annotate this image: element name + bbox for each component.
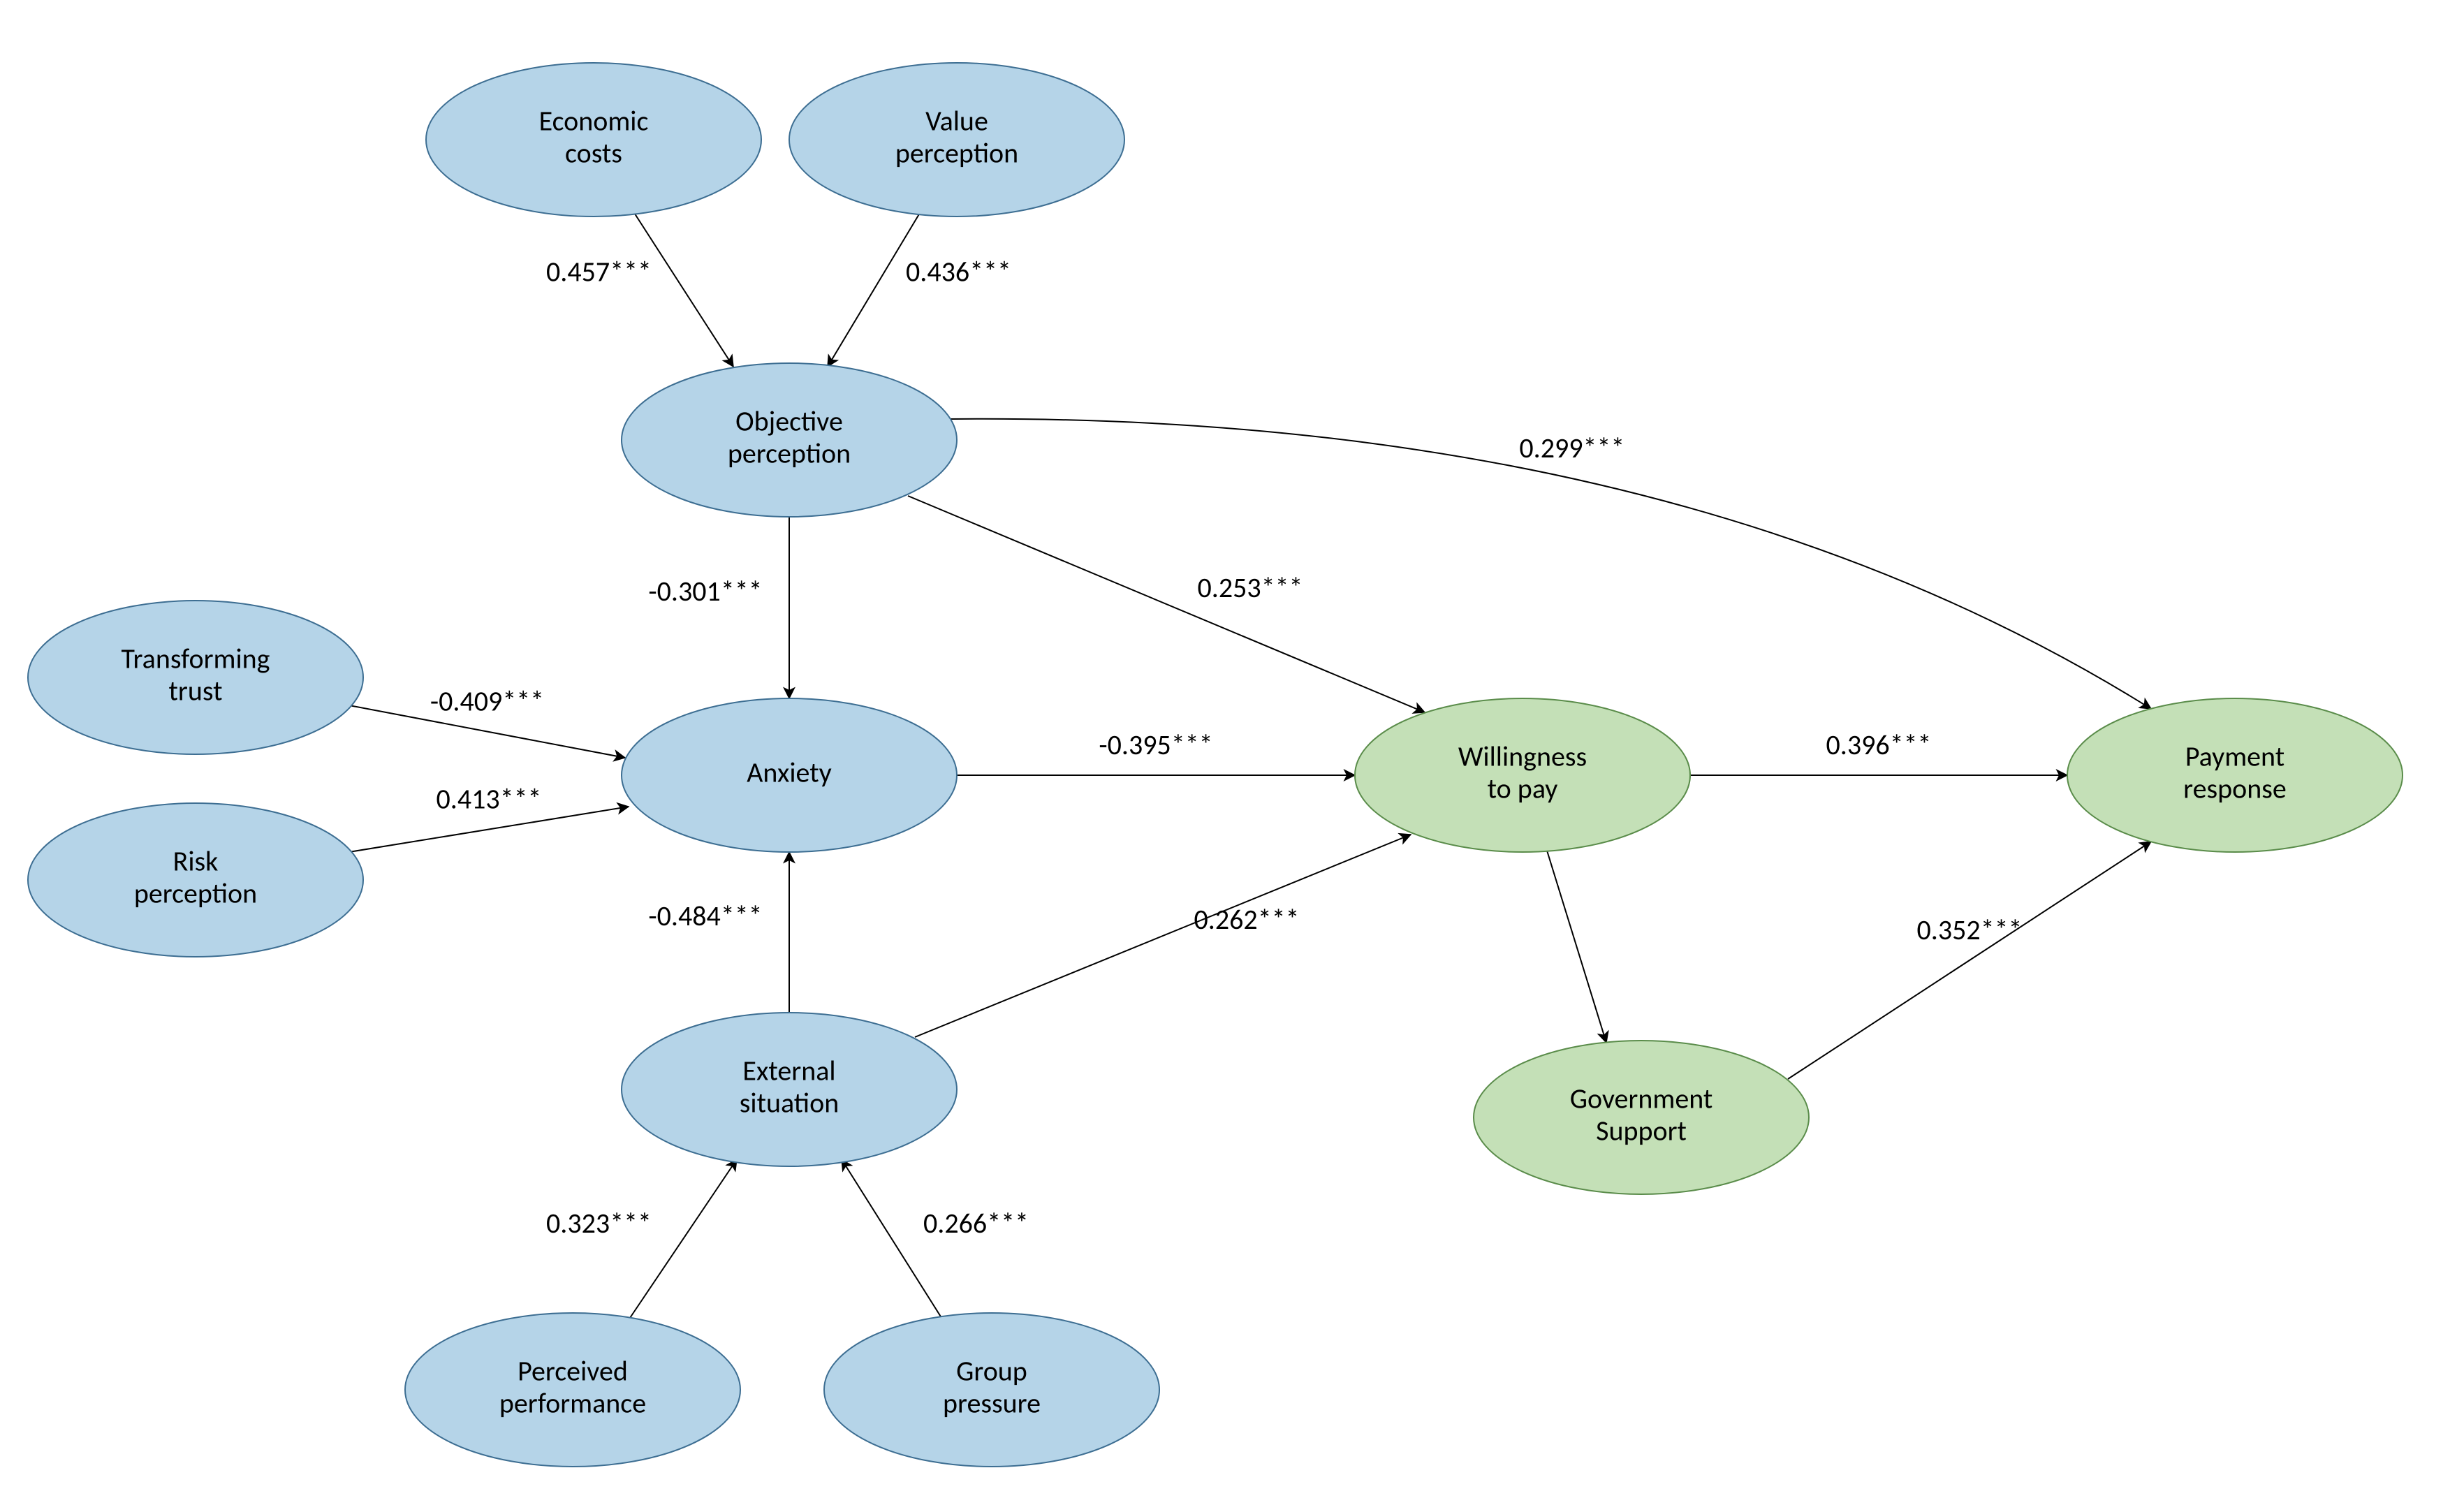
node-willingness_to_pay: Willingnessto pay bbox=[1355, 698, 1690, 852]
edge-label-economic_costs-to-objective_perception: 0.457*** bbox=[546, 255, 652, 289]
node-label-payment_response-line0: Payment bbox=[2185, 740, 2284, 774]
node-label-value_perception-line0: Value bbox=[925, 104, 988, 138]
edge-external_situation-to-willingness_to_pay bbox=[915, 835, 1411, 1037]
node-label-perceived_performance-line0: Perceived bbox=[518, 1354, 628, 1388]
node-external_situation: Externalsituation bbox=[622, 1013, 957, 1166]
node-label-risk_perception-line0: Risk bbox=[173, 844, 219, 879]
node-label-group_pressure-line1: pressure bbox=[943, 1386, 1041, 1421]
node-label-payment_response-line1: response bbox=[2183, 772, 2287, 806]
edge-label-transforming_trust-to-anxiety: -0.409*** bbox=[430, 684, 544, 719]
node-label-perceived_performance-line1: performance bbox=[499, 1386, 646, 1421]
edge-label-external_situation-to-anxiety: -0.484*** bbox=[648, 899, 762, 933]
edge-label-government_support-to-payment_response: 0.352*** bbox=[1917, 913, 2023, 947]
node-group_pressure: Grouppressure bbox=[824, 1313, 1159, 1467]
edge-label-value_perception-to-objective_perception: 0.436*** bbox=[906, 255, 1011, 289]
node-value_perception: Valueperception bbox=[789, 63, 1124, 216]
nodes-layer: EconomiccostsValueperceptionObjectiveper… bbox=[28, 63, 2403, 1467]
node-transforming_trust: Transformingtrust bbox=[28, 601, 363, 754]
edge-objective_perception-to-willingness_to_pay bbox=[908, 496, 1425, 712]
edge-label-anxiety-to-willingness_to_pay: -0.395*** bbox=[1099, 728, 1212, 762]
edge-label-risk_perception-to-anxiety: 0.413*** bbox=[437, 782, 542, 816]
node-label-government_support-line1: Support bbox=[1596, 1114, 1687, 1148]
node-label-willingness_to_pay-line1: to pay bbox=[1488, 772, 1558, 806]
node-label-economic_costs-line1: costs bbox=[565, 136, 622, 170]
edge-label-objective_perception-to-anxiety: -0.301*** bbox=[648, 574, 762, 608]
edge-label-perceived_performance-to-external_situation: 0.323*** bbox=[546, 1206, 652, 1240]
node-label-transforming_trust-line0: Transforming bbox=[122, 642, 270, 676]
node-anxiety: Anxiety bbox=[622, 698, 957, 852]
sem-path-diagram: EconomiccostsValueperceptionObjectiveper… bbox=[0, 0, 2457, 1512]
node-label-external_situation-line0: External bbox=[742, 1054, 835, 1088]
edge-willingness_to_pay-to-government_support bbox=[1547, 851, 1606, 1043]
node-government_support: GovernmentSupport bbox=[1474, 1041, 1809, 1194]
node-perceived_performance: Perceivedperformance bbox=[405, 1313, 740, 1467]
node-label-external_situation-line1: situation bbox=[740, 1086, 839, 1120]
node-label-anxiety-line0: Anxiety bbox=[747, 756, 831, 790]
edge-government_support-to-payment_response bbox=[1788, 842, 2151, 1079]
node-label-willingness_to_pay-line0: Willingness bbox=[1458, 740, 1587, 774]
edge-label-objective_perception-to-willingness_to_pay: 0.253*** bbox=[1198, 571, 1303, 605]
node-label-value_perception-line1: perception bbox=[895, 136, 1018, 170]
node-label-objective_perception-line0: Objective bbox=[735, 404, 843, 439]
node-label-objective_perception-line1: perception bbox=[728, 436, 851, 471]
edge-label-objective_perception-to-payment_response: 0.299*** bbox=[1519, 431, 1624, 465]
node-label-transforming_trust-line1: trust bbox=[169, 674, 223, 708]
node-label-group_pressure-line0: Group bbox=[956, 1354, 1027, 1388]
node-risk_perception: Riskperception bbox=[28, 803, 363, 957]
node-objective_perception: Objectiveperception bbox=[622, 363, 957, 517]
edges-layer bbox=[349, 210, 2151, 1320]
edge-label-group_pressure-to-external_situation: 0.266*** bbox=[923, 1206, 1029, 1240]
edge-label-external_situation-to-willingness_to_pay: 0.262*** bbox=[1194, 902, 1300, 937]
node-label-economic_costs-line0: Economic bbox=[539, 104, 649, 138]
node-payment_response: Paymentresponse bbox=[2067, 698, 2403, 852]
node-label-risk_perception-line1: perception bbox=[134, 876, 257, 911]
node-label-government_support-line0: Government bbox=[1570, 1082, 1713, 1116]
edge-label-willingness_to_pay-to-payment_response: 0.396*** bbox=[1826, 728, 1932, 762]
node-economic_costs: Economiccosts bbox=[426, 63, 761, 216]
